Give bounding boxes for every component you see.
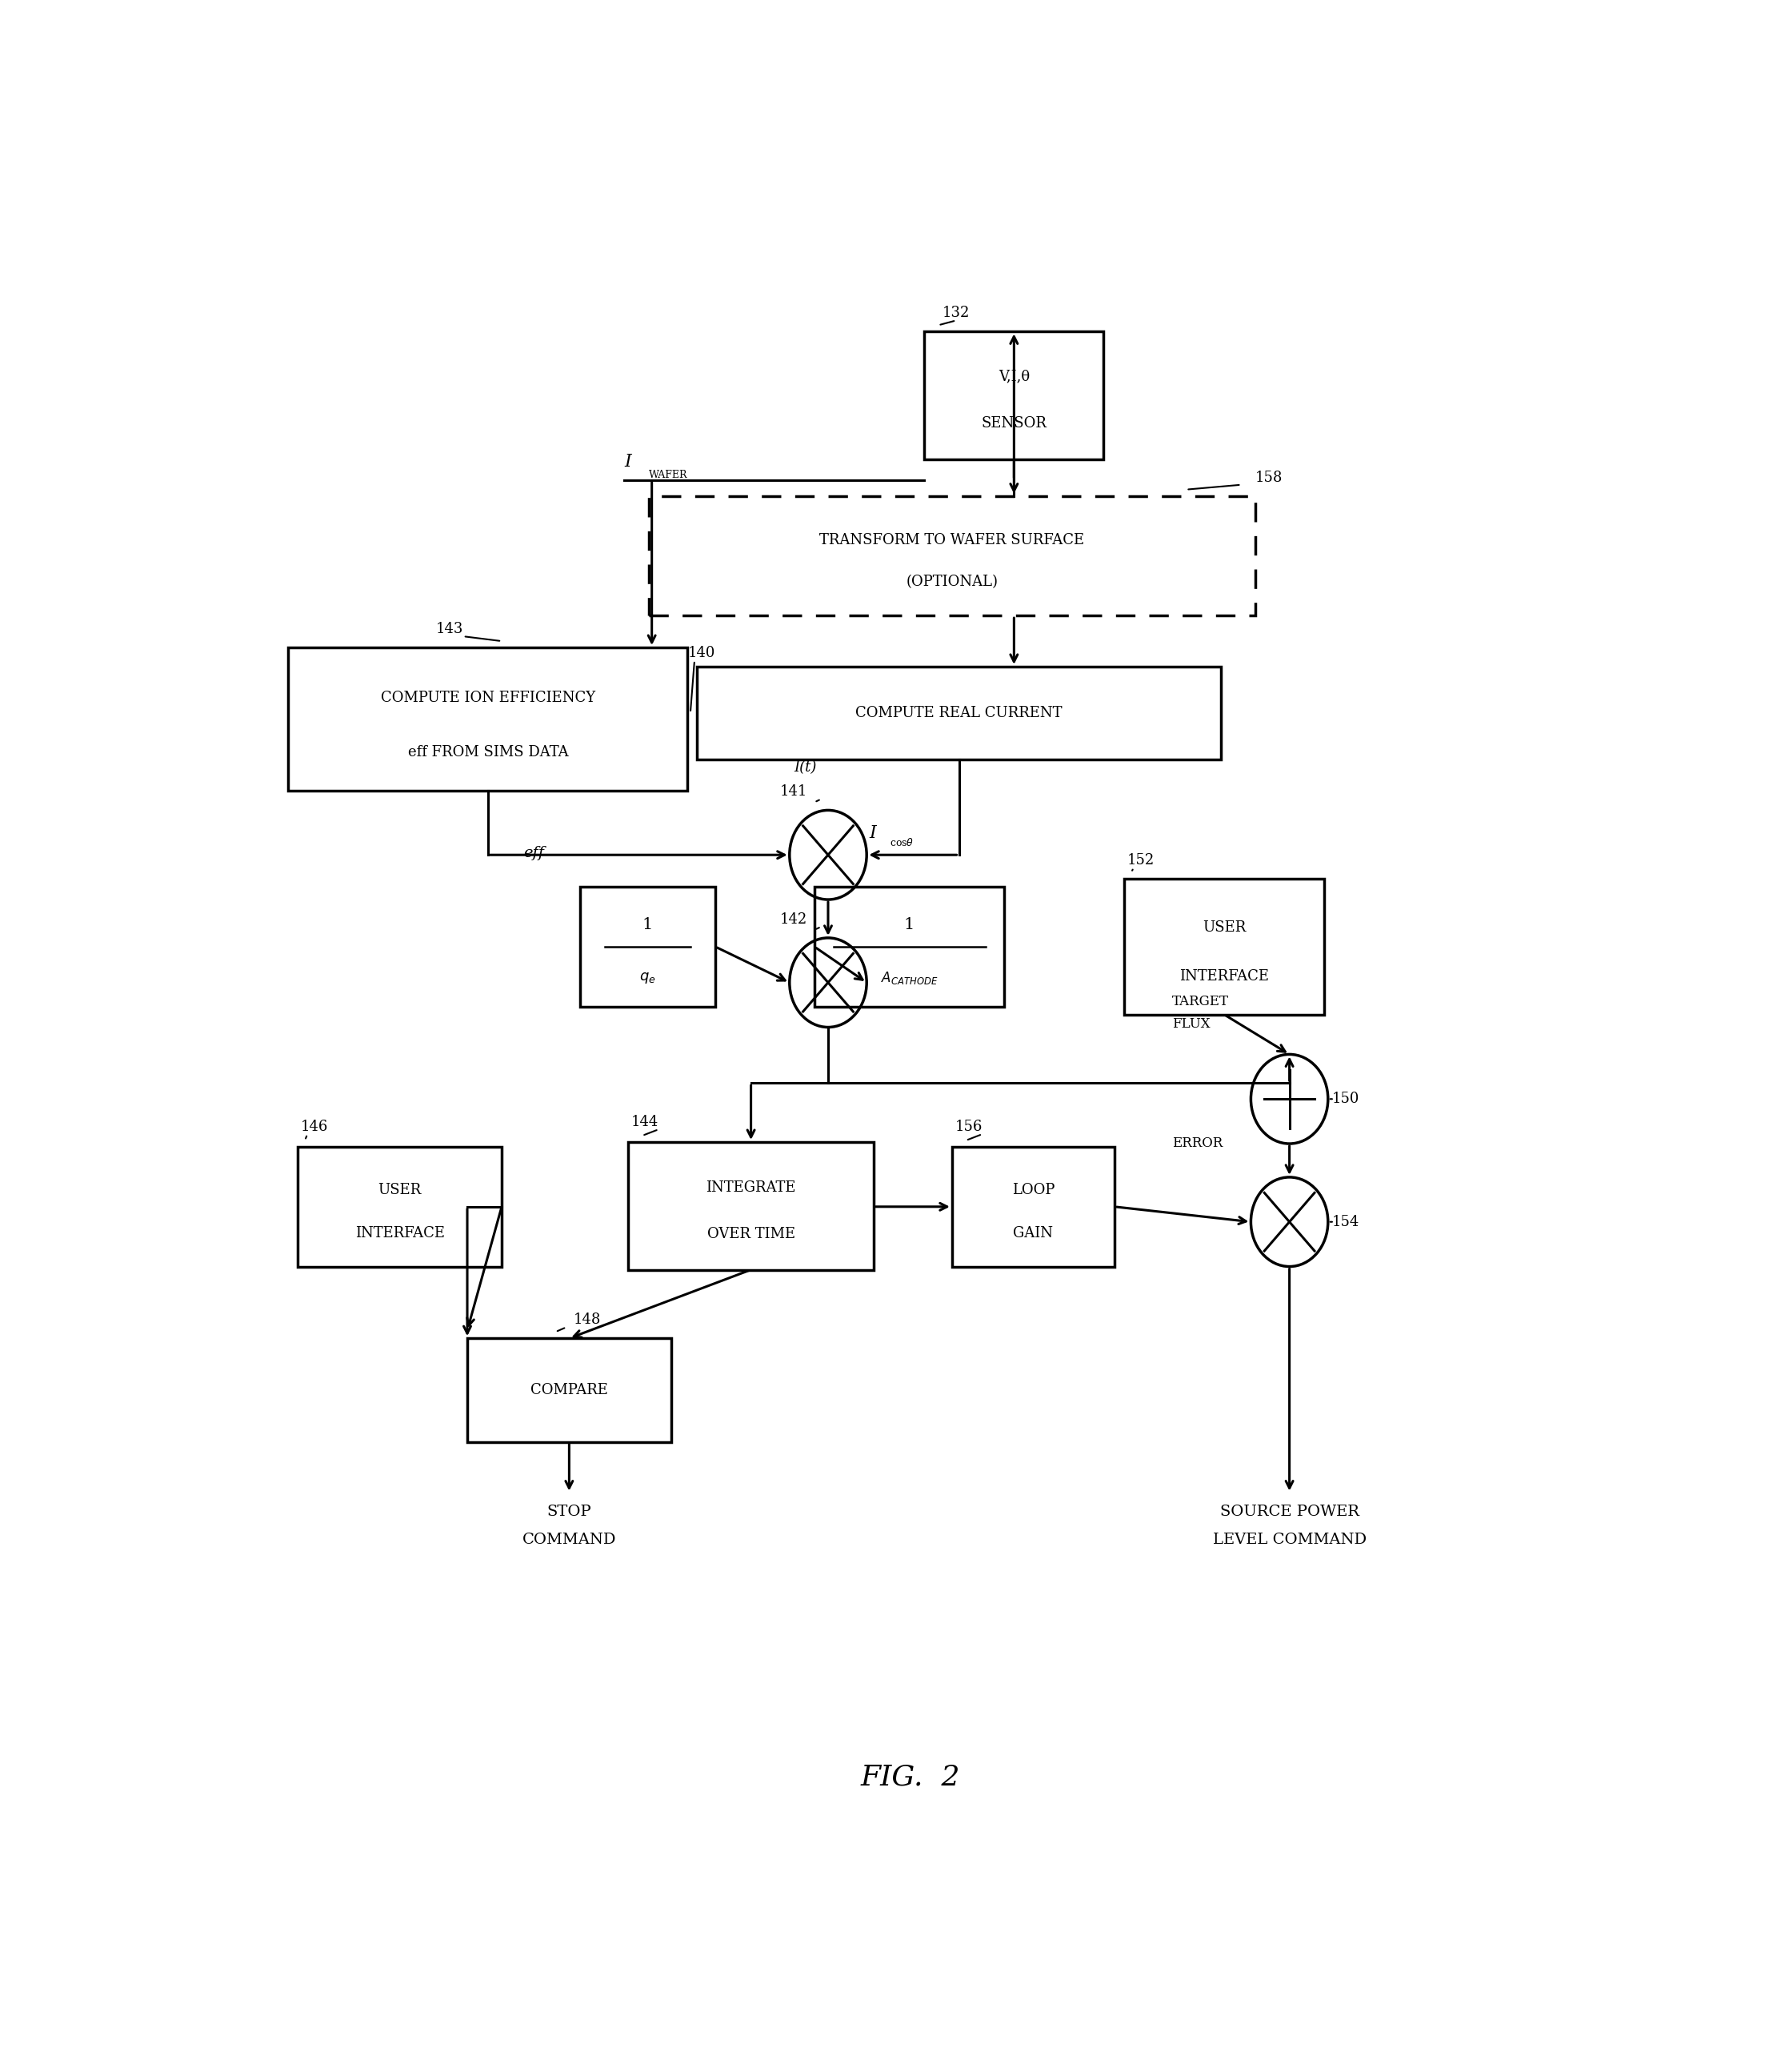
Text: cos$\theta$: cos$\theta$ xyxy=(890,837,915,850)
Text: INTEGRATE: INTEGRATE xyxy=(705,1181,796,1196)
Text: (OPTIONAL): (OPTIONAL) xyxy=(906,574,999,588)
Text: 132: 132 xyxy=(942,307,970,321)
Text: 156: 156 xyxy=(954,1119,983,1133)
Text: 148: 148 xyxy=(574,1314,601,1328)
Text: eff FROM SIMS DATA: eff FROM SIMS DATA xyxy=(407,746,569,760)
Text: FLUX: FLUX xyxy=(1173,1017,1210,1030)
Text: V,I,θ: V,I,θ xyxy=(999,369,1029,383)
Bar xyxy=(467,1339,672,1442)
Bar xyxy=(579,887,714,1007)
Text: 141: 141 xyxy=(780,785,807,800)
Bar xyxy=(629,1142,874,1270)
Text: $q_e$: $q_e$ xyxy=(640,970,656,984)
Text: 158: 158 xyxy=(1255,470,1283,485)
Bar xyxy=(952,1148,1114,1266)
Text: SENSOR: SENSOR xyxy=(981,416,1047,431)
Bar xyxy=(288,646,688,792)
Text: USER: USER xyxy=(1203,920,1246,934)
Text: I: I xyxy=(624,454,631,470)
Bar xyxy=(299,1148,501,1266)
Bar xyxy=(649,495,1255,615)
Text: COMPARE: COMPARE xyxy=(530,1382,608,1397)
Text: GAIN: GAIN xyxy=(1013,1227,1054,1241)
Text: 144: 144 xyxy=(631,1115,659,1129)
Text: INTERFACE: INTERFACE xyxy=(1180,970,1269,984)
Text: TARGET: TARGET xyxy=(1173,995,1230,1009)
Text: COMPUTE ION EFFICIENCY: COMPUTE ION EFFICIENCY xyxy=(380,690,595,704)
Text: 142: 142 xyxy=(780,912,807,926)
Text: STOP: STOP xyxy=(547,1504,592,1519)
Text: SOURCE POWER: SOURCE POWER xyxy=(1219,1504,1359,1519)
Text: 150: 150 xyxy=(1333,1092,1359,1106)
Text: WAFER: WAFER xyxy=(649,470,688,481)
Bar xyxy=(924,332,1104,460)
Text: INTERFACE: INTERFACE xyxy=(355,1227,444,1241)
Text: 154: 154 xyxy=(1333,1214,1359,1229)
Bar xyxy=(814,887,1004,1007)
Text: TRANSFORM TO WAFER SURFACE: TRANSFORM TO WAFER SURFACE xyxy=(819,533,1084,547)
Text: LOOP: LOOP xyxy=(1011,1183,1054,1198)
Text: 152: 152 xyxy=(1127,854,1155,868)
Text: $A_{CATHODE}$: $A_{CATHODE}$ xyxy=(881,970,938,986)
Text: COMMAND: COMMAND xyxy=(522,1533,617,1548)
Text: I: I xyxy=(869,825,876,841)
Text: OVER TIME: OVER TIME xyxy=(707,1227,794,1241)
Text: 143: 143 xyxy=(435,622,464,636)
Text: 140: 140 xyxy=(688,646,714,661)
Text: 1: 1 xyxy=(904,918,915,932)
Bar xyxy=(697,667,1221,758)
Text: 1: 1 xyxy=(641,918,652,932)
Text: LEVEL COMMAND: LEVEL COMMAND xyxy=(1212,1533,1367,1548)
Text: FIG.  2: FIG. 2 xyxy=(860,1763,961,1790)
Bar xyxy=(1125,879,1324,1015)
Text: COMPUTE REAL CURRENT: COMPUTE REAL CURRENT xyxy=(855,707,1063,721)
Text: eff: eff xyxy=(524,845,544,860)
Text: I(t): I(t) xyxy=(794,760,816,775)
Text: 146: 146 xyxy=(300,1119,329,1133)
Text: ERROR: ERROR xyxy=(1173,1135,1223,1150)
Text: USER: USER xyxy=(379,1183,421,1198)
